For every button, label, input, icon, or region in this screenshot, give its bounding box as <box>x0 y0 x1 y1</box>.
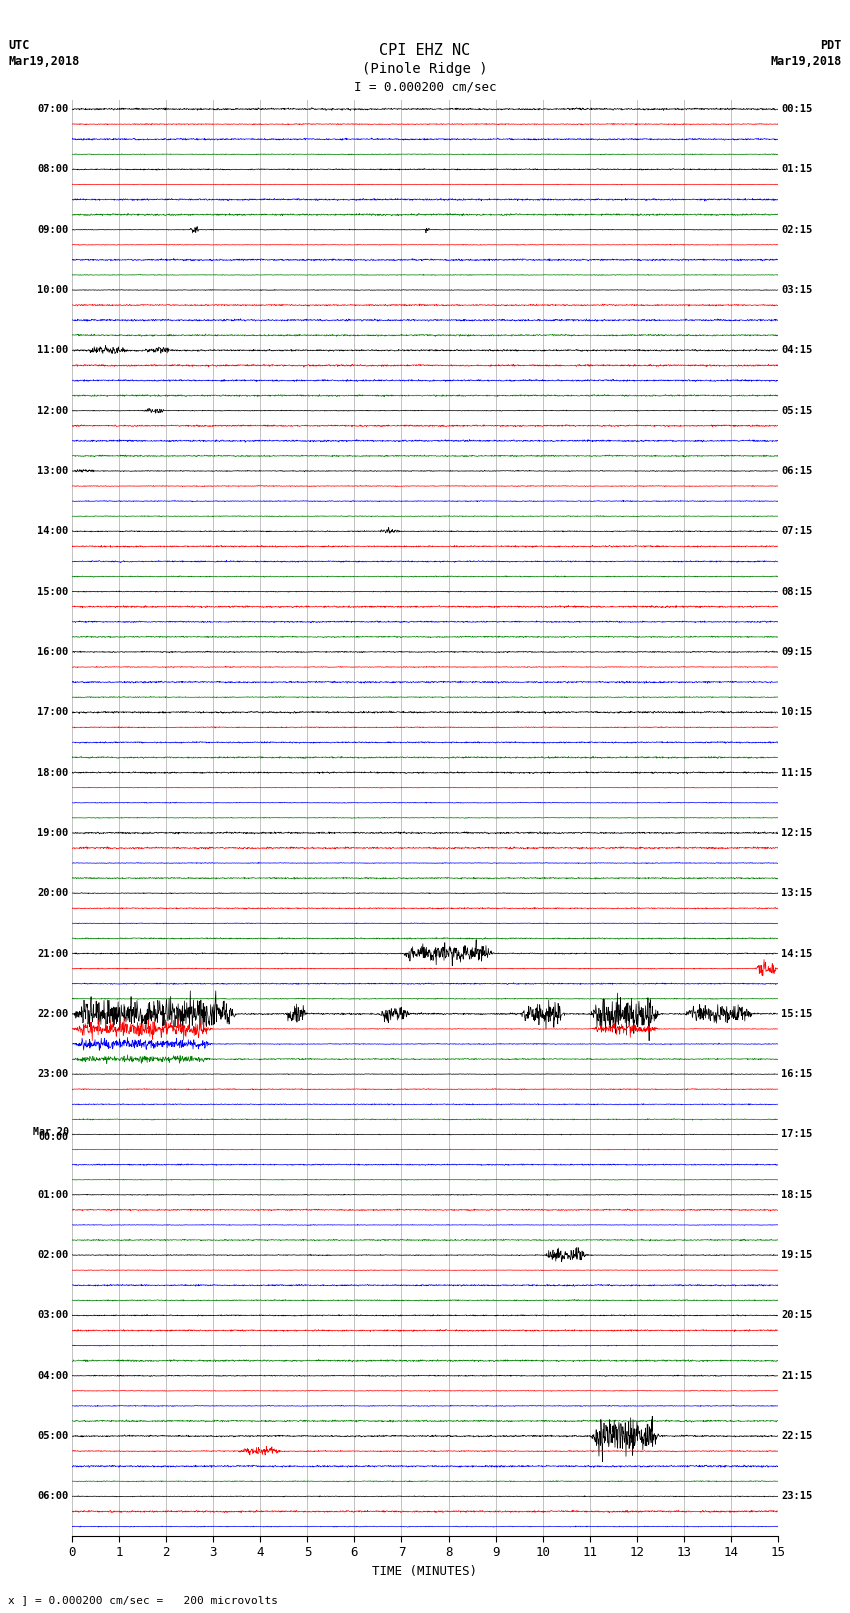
Text: 22:00: 22:00 <box>37 1008 69 1019</box>
Text: 10:00: 10:00 <box>37 286 69 295</box>
Text: (Pinole Ridge ): (Pinole Ridge ) <box>362 61 488 76</box>
Text: 06:00: 06:00 <box>37 1492 69 1502</box>
Text: 01:15: 01:15 <box>781 165 813 174</box>
Text: 01:00: 01:00 <box>37 1190 69 1200</box>
Text: 19:00: 19:00 <box>37 827 69 837</box>
Text: 14:15: 14:15 <box>781 948 813 958</box>
Text: 05:15: 05:15 <box>781 405 813 416</box>
X-axis label: TIME (MINUTES): TIME (MINUTES) <box>372 1565 478 1578</box>
Text: 02:15: 02:15 <box>781 224 813 234</box>
Text: x ] = 0.000200 cm/sec =   200 microvolts: x ] = 0.000200 cm/sec = 200 microvolts <box>8 1595 279 1605</box>
Text: 04:00: 04:00 <box>37 1371 69 1381</box>
Text: 18:00: 18:00 <box>37 768 69 777</box>
Text: 09:00: 09:00 <box>37 224 69 234</box>
Text: 09:15: 09:15 <box>781 647 813 656</box>
Text: 10:15: 10:15 <box>781 706 813 718</box>
Text: Mar19,2018: Mar19,2018 <box>8 55 80 68</box>
Text: 23:15: 23:15 <box>781 1492 813 1502</box>
Text: 17:00: 17:00 <box>37 706 69 718</box>
Text: 17:15: 17:15 <box>781 1129 813 1139</box>
Text: 20:15: 20:15 <box>781 1310 813 1321</box>
Text: 05:00: 05:00 <box>37 1431 69 1440</box>
Text: 13:15: 13:15 <box>781 889 813 898</box>
Text: 13:00: 13:00 <box>37 466 69 476</box>
Text: 15:15: 15:15 <box>781 1008 813 1019</box>
Text: 15:00: 15:00 <box>37 587 69 597</box>
Text: 06:15: 06:15 <box>781 466 813 476</box>
Text: 04:15: 04:15 <box>781 345 813 355</box>
Text: 07:15: 07:15 <box>781 526 813 536</box>
Text: 23:00: 23:00 <box>37 1069 69 1079</box>
Text: 19:15: 19:15 <box>781 1250 813 1260</box>
Text: Mar 20: Mar 20 <box>32 1127 69 1137</box>
Text: 08:00: 08:00 <box>37 165 69 174</box>
Text: 00:15: 00:15 <box>781 105 813 115</box>
Text: 21:00: 21:00 <box>37 948 69 958</box>
Text: CPI EHZ NC: CPI EHZ NC <box>379 44 471 58</box>
Text: 11:00: 11:00 <box>37 345 69 355</box>
Text: 03:00: 03:00 <box>37 1310 69 1321</box>
Text: I = 0.000200 cm/sec: I = 0.000200 cm/sec <box>354 81 496 94</box>
Text: Mar19,2018: Mar19,2018 <box>770 55 842 68</box>
Text: 18:15: 18:15 <box>781 1190 813 1200</box>
Text: 12:00: 12:00 <box>37 405 69 416</box>
Text: 20:00: 20:00 <box>37 889 69 898</box>
Text: 08:15: 08:15 <box>781 587 813 597</box>
Text: 03:15: 03:15 <box>781 286 813 295</box>
Text: PDT: PDT <box>820 39 842 52</box>
Text: 16:15: 16:15 <box>781 1069 813 1079</box>
Text: UTC: UTC <box>8 39 30 52</box>
Text: 11:15: 11:15 <box>781 768 813 777</box>
Text: 22:15: 22:15 <box>781 1431 813 1440</box>
Text: 02:00: 02:00 <box>37 1250 69 1260</box>
Text: 07:00: 07:00 <box>37 105 69 115</box>
Text: 16:00: 16:00 <box>37 647 69 656</box>
Text: 14:00: 14:00 <box>37 526 69 536</box>
Text: 00:00: 00:00 <box>39 1132 69 1142</box>
Text: 12:15: 12:15 <box>781 827 813 837</box>
Text: 21:15: 21:15 <box>781 1371 813 1381</box>
